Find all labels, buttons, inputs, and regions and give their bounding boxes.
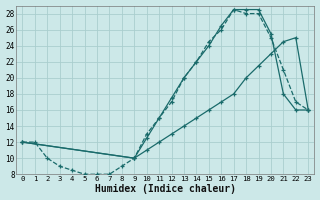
X-axis label: Humidex (Indice chaleur): Humidex (Indice chaleur) — [95, 184, 236, 194]
